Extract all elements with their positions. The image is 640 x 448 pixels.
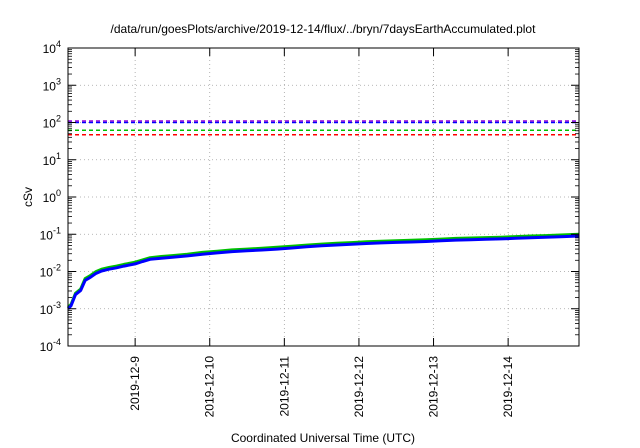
y-axis-label: cSv — [21, 187, 35, 207]
y-tick-label: 10-1 — [40, 225, 61, 242]
y-tick-labels: 10-4 10-3 10-2 10-1 100 101 102 103 104 — [40, 39, 61, 354]
series-line — [66, 234, 580, 310]
y-tick-label: 101 — [43, 151, 61, 168]
x-tick-label: 2019-12-10 — [203, 356, 217, 418]
chart-title: /data/run/goesPlots/archive/2019-12-14/f… — [111, 22, 537, 36]
x-tick-label: 2019-12-14 — [501, 356, 515, 418]
series-line — [66, 232, 580, 309]
x-tick-label: 2019-12-13 — [427, 356, 441, 418]
y-tick-label: 102 — [43, 114, 61, 131]
y-tick-label: 10-2 — [40, 263, 61, 280]
threshold-lines — [68, 120, 579, 136]
y-tick-label: 103 — [43, 76, 61, 93]
x-axis-label: Coordinated Universal Time (UTC) — [231, 431, 415, 445]
y-tick-label: 104 — [43, 39, 61, 56]
x-tick-label: 2019-12-9 — [128, 356, 142, 411]
y-tick-label: 10-3 — [40, 300, 61, 317]
grid — [68, 48, 579, 346]
x-tick-labels: 2019-12-9 2019-12-10 2019-12-11 2019-12-12 2… — [128, 356, 515, 418]
y-tick-label: 10-4 — [40, 337, 61, 354]
series-lines — [66, 232, 580, 310]
y-tick-label: 100 — [43, 188, 61, 205]
x-tick-label: 2019-12-12 — [352, 356, 366, 418]
x-tick-label: 2019-12-11 — [277, 356, 291, 417]
ticks — [68, 47, 579, 347]
